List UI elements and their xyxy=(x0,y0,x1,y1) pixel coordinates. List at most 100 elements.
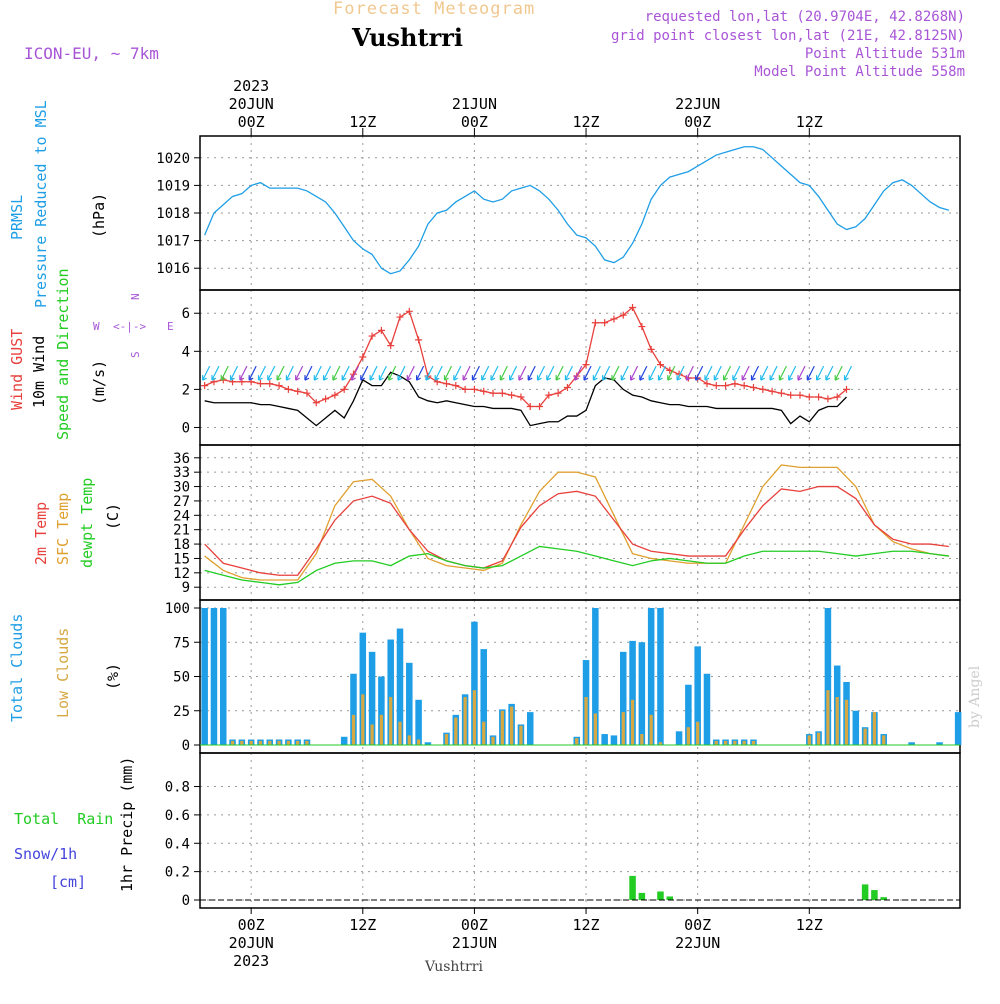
low-cloud-bar xyxy=(416,739,421,745)
gust-marker xyxy=(629,304,637,312)
wind-direction-arrow xyxy=(667,365,676,381)
wind-dir-label: Speed and Direction xyxy=(54,268,72,440)
gust-marker xyxy=(508,391,516,399)
wind-direction-arrow xyxy=(732,365,741,381)
gust-marker xyxy=(796,391,804,399)
y-tick-label: 12 xyxy=(173,566,190,582)
wind-direction-arrow xyxy=(304,365,313,381)
gust-marker xyxy=(619,311,627,319)
low-cloud-bar xyxy=(696,721,700,745)
low-cloud-bar xyxy=(268,740,272,745)
low-cloud-bar xyxy=(584,697,588,745)
total-cloud-bar xyxy=(415,699,422,745)
gust-marker xyxy=(722,382,730,390)
wind-direction-arrow xyxy=(620,365,629,381)
y-tick-label: 2 xyxy=(182,382,190,398)
total-cloud-bar xyxy=(359,632,367,745)
y-tick-label: 0 xyxy=(182,420,190,436)
total-cloud-bar xyxy=(657,608,664,745)
gust-marker xyxy=(489,389,497,397)
wind-direction-arrow xyxy=(583,365,592,381)
gust-marker xyxy=(759,385,767,393)
y-tick-label: 15 xyxy=(173,551,190,567)
rain-bar xyxy=(629,875,636,900)
gust-marker xyxy=(638,323,646,331)
wind-direction-arrow xyxy=(704,365,713,381)
temp-sfc-label: SFC Temp xyxy=(54,492,72,565)
pressure-unit: (hPa) xyxy=(90,192,108,238)
compass-w: W xyxy=(93,320,100,333)
low-cloud-bar xyxy=(872,712,877,745)
wind-direction-arrow xyxy=(360,365,369,381)
gust-marker xyxy=(824,395,832,403)
y-tick-label: 27 xyxy=(173,494,190,510)
total-cloud-bar xyxy=(350,673,357,745)
wind-direction-arrow xyxy=(313,365,322,381)
y-tick-label: 0.8 xyxy=(165,780,190,796)
low-cloud-bar xyxy=(389,697,393,745)
gust-marker xyxy=(331,391,339,399)
snow-unit-label: [cm] xyxy=(50,873,87,891)
low-cloud-bar xyxy=(258,740,263,745)
total-cloud-bar xyxy=(638,642,646,745)
credit-label: by Angel xyxy=(967,665,983,728)
low-cloud-bar xyxy=(230,740,235,745)
total-cloud-bar xyxy=(620,651,627,745)
top-time-label: 12Z xyxy=(572,113,599,131)
bottom-day-label: 20JUN xyxy=(229,934,274,952)
gust-marker xyxy=(768,387,776,395)
wind-direction-arrow xyxy=(602,365,611,381)
low-cloud-bar xyxy=(593,713,597,745)
gust-marker xyxy=(517,393,525,401)
gust-marker xyxy=(256,380,264,388)
wind-direction-arrow xyxy=(797,365,806,381)
gust-marker xyxy=(480,387,488,395)
wind-direction-arrow xyxy=(211,365,220,381)
top-day-label: 21JUN xyxy=(452,95,497,113)
gust-marker xyxy=(396,313,404,321)
low-cloud-bar xyxy=(351,714,356,745)
gust-marker xyxy=(312,399,320,407)
wind-direction-arrow xyxy=(555,365,564,381)
wind-direction-arrow xyxy=(341,365,350,381)
gust-marker xyxy=(554,389,562,397)
total-cloud-bar xyxy=(368,651,376,745)
chart-title: Forecast Meteogram xyxy=(333,0,536,19)
bottom-time-label: 12Z xyxy=(349,916,376,934)
gust-marker xyxy=(749,383,757,391)
wind-direction-arrow xyxy=(648,365,657,381)
gust-line xyxy=(204,306,847,408)
top-time-label: 12Z xyxy=(796,113,823,131)
low-cloud-bar xyxy=(733,740,737,745)
y-tick-label: 0 xyxy=(182,738,190,754)
prmsl-label: PRMSL xyxy=(8,194,26,240)
low-cloud-bar xyxy=(482,721,486,745)
low-cloud-bar xyxy=(882,735,886,745)
rain-bar xyxy=(657,891,664,900)
gust-marker xyxy=(591,319,599,327)
wind-direction-arrow xyxy=(639,365,648,381)
wind-gust-label: Wind GUST xyxy=(8,328,26,410)
wind-direction-arrow xyxy=(778,365,787,381)
dewpoint-line xyxy=(204,545,949,586)
total-cloud-bar xyxy=(601,734,608,745)
wind-direction-arrow xyxy=(629,365,639,381)
low-cloud-bar xyxy=(723,740,728,745)
y-tick-label: 1020 xyxy=(156,151,190,167)
y-tick-label: 9 xyxy=(182,580,190,596)
wind-direction-arrow xyxy=(416,365,425,381)
panel-frame xyxy=(199,444,961,601)
y-tick-label: 6 xyxy=(182,306,190,322)
gust-marker xyxy=(833,393,841,401)
low-cloud-bar xyxy=(296,740,300,745)
precip-ylabel: 1hr Precip (mm) xyxy=(118,756,136,892)
wind-unit: (m/s) xyxy=(90,359,108,405)
total-cloud-bar xyxy=(824,608,832,745)
wind-direction-arrow xyxy=(295,365,304,381)
gust-marker xyxy=(731,380,739,388)
y-tick-label: 1017 xyxy=(156,234,190,250)
wind-direction-arrow xyxy=(536,365,546,381)
gust-marker xyxy=(498,389,506,397)
gust-marker xyxy=(563,383,571,391)
